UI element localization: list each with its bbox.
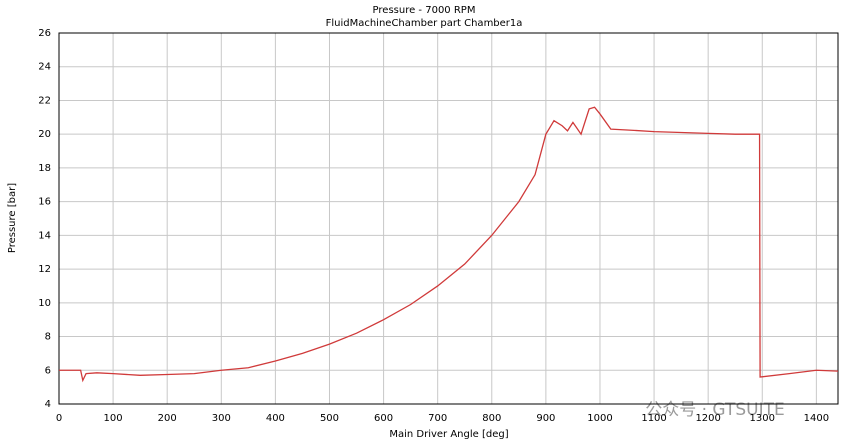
y-tick-label: 22	[38, 95, 51, 106]
y-tick-label: 10	[38, 298, 51, 309]
x-tick-label: 1300	[750, 413, 775, 424]
x-tick-label: 300	[212, 413, 231, 424]
x-tick-label: 100	[104, 413, 123, 424]
plot-frame	[58, 32, 839, 405]
x-axis-label: Main Driver Angle [deg]	[389, 429, 508, 440]
x-tick-label: 800	[482, 413, 501, 424]
y-tick-label: 26	[38, 28, 51, 39]
y-axis-label: Pressure [bar]	[7, 183, 18, 253]
y-tick-label: 16	[38, 197, 51, 208]
x-tick-label: 500	[320, 413, 339, 424]
x-tick-label: 1000	[587, 413, 612, 424]
y-tick-label: 8	[45, 332, 51, 343]
x-tick-label: 0	[56, 413, 62, 424]
chart-title: Pressure - 7000 RPM	[373, 5, 476, 16]
chart-subtitle: FluidMachineChamber part Chamber1a	[326, 18, 523, 29]
x-tick-label: 900	[536, 413, 555, 424]
x-tick-label: 1100	[641, 413, 666, 424]
y-tick-label: 18	[38, 163, 51, 174]
x-tick-label: 700	[428, 413, 447, 424]
y-tick-label: 20	[38, 129, 51, 140]
data-line	[59, 106, 839, 383]
y-tick-label: 14	[38, 230, 51, 241]
y-tick-label: 12	[38, 264, 51, 275]
x-tick-label: 200	[158, 413, 177, 424]
y-tick-label: 6	[45, 365, 51, 376]
x-tick-label: 400	[266, 413, 285, 424]
watermark: 公众号 · GTSUITE	[645, 400, 785, 420]
x-tick-label: 600	[374, 413, 393, 424]
x-tick-label: 1400	[804, 413, 829, 424]
x-tick-label: 1200	[695, 413, 720, 424]
y-tick-label: 4	[45, 399, 51, 410]
y-tick-label: 24	[38, 62, 51, 73]
